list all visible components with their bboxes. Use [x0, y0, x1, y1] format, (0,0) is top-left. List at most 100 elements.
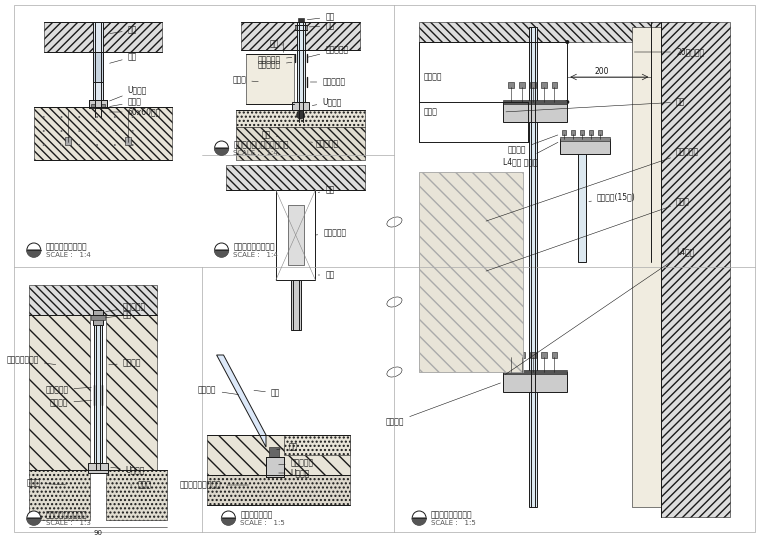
Circle shape	[27, 243, 41, 257]
Circle shape	[96, 144, 98, 146]
Text: 打胶: 打胶	[109, 53, 137, 63]
Bar	[632, 27, 661, 507]
Text: 泡沫条: 泡沫条	[109, 98, 141, 106]
Text: SCALE :   1:4: SCALE : 1:4	[233, 252, 278, 258]
Bar	[295, 25, 306, 30]
Bar	[508, 82, 514, 88]
Circle shape	[565, 100, 569, 104]
Polygon shape	[283, 435, 350, 455]
Text: 钢化玻璃(15厚): 钢化玻璃(15厚)	[589, 192, 635, 201]
Text: 清玻玻璃胶: 清玻玻璃胶	[46, 386, 91, 395]
Polygon shape	[27, 250, 41, 257]
Text: 原有结构层: 原有结构层	[311, 140, 338, 149]
Bar	[298, 18, 303, 23]
Text: 窗帘盒: 窗帘盒	[424, 107, 438, 117]
Bar	[125, 137, 131, 145]
Bar	[530, 352, 536, 358]
Bar	[552, 352, 558, 358]
Text: 斜插玻璃节点图: 斜插玻璃节点图	[240, 511, 273, 519]
Bar	[562, 130, 566, 135]
Polygon shape	[106, 315, 157, 470]
Bar	[288, 205, 303, 265]
Circle shape	[96, 116, 98, 118]
Text: U型卡槽: U型卡槽	[109, 85, 147, 101]
Bar	[540, 352, 546, 358]
Text: 大理石: 大理石	[27, 478, 65, 488]
Text: 油漆: 油漆	[270, 40, 283, 48]
Text: 透明玻璃胶: 透明玻璃胶	[307, 46, 348, 57]
Text: SCALE :   1:4: SCALE : 1:4	[233, 150, 278, 156]
Circle shape	[131, 116, 134, 118]
Polygon shape	[214, 148, 229, 155]
Text: L4角钢: L4角钢	[505, 248, 695, 374]
Polygon shape	[44, 22, 163, 52]
Circle shape	[78, 116, 81, 118]
Polygon shape	[214, 250, 229, 257]
Circle shape	[43, 130, 45, 132]
Text: U型卡槽: U型卡槽	[312, 98, 342, 106]
Bar	[276, 190, 315, 280]
Text: 膨胀螺栓: 膨胀螺栓	[386, 383, 501, 426]
Circle shape	[222, 511, 236, 525]
Bar	[89, 100, 107, 108]
Bar	[91, 104, 95, 108]
Circle shape	[114, 144, 116, 146]
Bar	[519, 352, 525, 358]
Circle shape	[131, 144, 134, 146]
Bar	[296, 22, 305, 122]
Polygon shape	[412, 518, 426, 525]
Circle shape	[61, 130, 62, 132]
Text: SCALE :   1:4: SCALE : 1:4	[46, 252, 90, 258]
Polygon shape	[236, 127, 365, 160]
Circle shape	[214, 243, 229, 257]
Polygon shape	[34, 107, 173, 160]
Text: L4角钢 饰面板: L4角钢 饰面板	[503, 142, 558, 166]
Bar	[93, 22, 103, 117]
Bar	[88, 463, 108, 473]
Polygon shape	[29, 470, 90, 520]
Text: 膨胀螺栓: 膨胀螺栓	[508, 135, 558, 155]
Circle shape	[78, 130, 81, 132]
Circle shape	[412, 511, 426, 525]
Bar	[269, 447, 279, 457]
Bar	[503, 370, 568, 374]
Text: 胶垫: 胶垫	[277, 442, 298, 452]
Text: 木方: 木方	[318, 185, 334, 194]
Bar	[93, 52, 103, 82]
Text: 木方: 木方	[318, 271, 334, 279]
Circle shape	[43, 144, 45, 146]
Bar	[540, 82, 546, 88]
Text: 大理石: 大理石	[233, 76, 258, 84]
Bar	[246, 54, 293, 104]
Text: 60x60角钢: 60x60角钢	[109, 107, 161, 117]
Bar	[101, 104, 105, 108]
Text: 胶垫: 胶垫	[307, 12, 334, 21]
Text: 不锈钢拆水玻璃隔断节点图: 不锈钢拆水玻璃隔断节点图	[233, 141, 289, 149]
Circle shape	[114, 130, 116, 132]
Bar	[65, 137, 71, 145]
Text: 浴室隔墙玻璃节点图: 浴室隔墙玻璃节点图	[46, 511, 87, 519]
Polygon shape	[236, 110, 365, 127]
Circle shape	[114, 116, 116, 118]
Bar	[560, 139, 610, 154]
Polygon shape	[226, 165, 365, 190]
Bar	[589, 130, 593, 135]
Polygon shape	[29, 315, 90, 470]
Text: 沙浆: 沙浆	[261, 130, 278, 140]
Polygon shape	[207, 475, 350, 505]
Bar	[420, 172, 523, 372]
Text: 不锈钢折槽: 不锈钢折槽	[106, 302, 146, 311]
Text: 水泥沙浆层: 水泥沙浆层	[486, 148, 699, 221]
Text: 木工板基础饰面材料: 木工板基础饰面材料	[180, 481, 249, 490]
Text: 打胶: 打胶	[109, 25, 137, 34]
Text: 特殊玻璃膜: 特殊玻璃膜	[258, 55, 292, 64]
Bar	[291, 280, 301, 330]
Text: 角铁: 角铁	[309, 21, 334, 31]
Bar	[508, 352, 514, 358]
Circle shape	[78, 144, 81, 146]
Polygon shape	[651, 22, 716, 262]
Bar	[598, 130, 602, 135]
Text: 钢丝网: 钢丝网	[486, 198, 690, 271]
Bar	[519, 82, 525, 88]
Text: 90: 90	[93, 530, 103, 536]
